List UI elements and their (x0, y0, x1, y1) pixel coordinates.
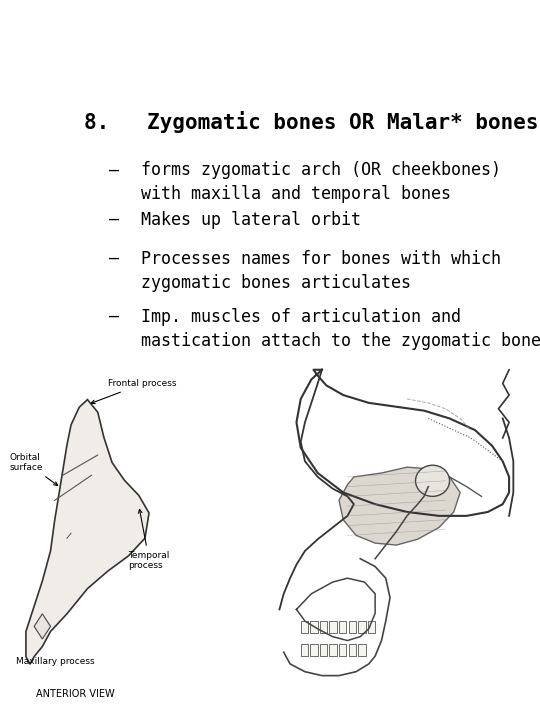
Polygon shape (310, 621, 318, 633)
Polygon shape (301, 644, 308, 656)
Polygon shape (34, 613, 51, 639)
Polygon shape (320, 644, 327, 656)
Polygon shape (348, 621, 356, 633)
Text: Frontal process: Frontal process (91, 379, 177, 404)
Polygon shape (339, 644, 347, 656)
Polygon shape (339, 467, 460, 545)
Text: ANTERIOR VIEW: ANTERIOR VIEW (36, 690, 115, 699)
Text: Imp. muscles of articulation and
mastication attach to the zygomatic bone.: Imp. muscles of articulation and mastica… (141, 308, 540, 350)
Text: Temporal
process: Temporal process (129, 509, 170, 570)
Text: forms zygomatic arch (OR cheekbones)
with maxilla and temporal bones: forms zygomatic arch (OR cheekbones) wit… (141, 161, 501, 203)
Polygon shape (26, 400, 149, 664)
Text: Processes names for bones with which
zygomatic bones articulates: Processes names for bones with which zyg… (141, 250, 501, 292)
Polygon shape (320, 621, 327, 633)
Polygon shape (358, 621, 366, 633)
Polygon shape (301, 621, 308, 633)
Text: Orbital
surface: Orbital surface (10, 453, 58, 485)
Polygon shape (329, 621, 337, 633)
Polygon shape (368, 621, 375, 633)
Text: –: – (109, 250, 119, 268)
Polygon shape (358, 644, 366, 656)
Text: –: – (109, 211, 119, 229)
Text: –: – (109, 161, 119, 179)
Polygon shape (329, 644, 337, 656)
Text: Maxillary process: Maxillary process (16, 657, 94, 665)
Text: Makes up lateral orbit: Makes up lateral orbit (141, 211, 361, 229)
Polygon shape (348, 644, 356, 656)
Polygon shape (339, 621, 347, 633)
Circle shape (416, 465, 449, 496)
Polygon shape (310, 644, 318, 656)
Text: 8.   Zygomatic bones OR Malar* bones: 8. Zygomatic bones OR Malar* bones (84, 112, 539, 133)
Text: –: – (109, 308, 119, 326)
